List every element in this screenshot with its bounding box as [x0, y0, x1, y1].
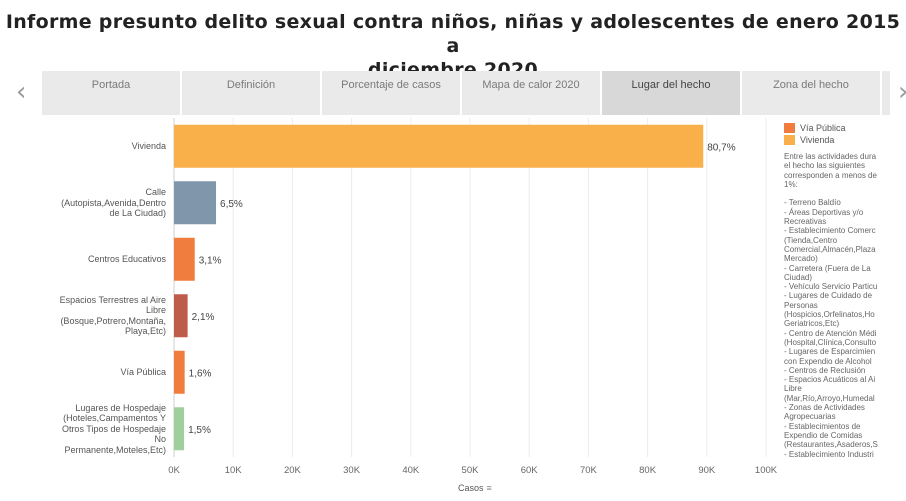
bar-value-label: 1,5% [188, 425, 211, 436]
tab-lugar-del-hecho[interactable]: Lugar del hecho [602, 71, 740, 115]
bar-value-label: 3,1% [199, 255, 222, 266]
tab-more[interactable] [882, 71, 890, 115]
x-tick-label: 90K [698, 465, 716, 476]
sort-icon[interactable]: ≡ [486, 483, 492, 493]
legend-swatch [784, 135, 795, 145]
x-tick-label: 100K [755, 465, 778, 476]
title-line-1: Informe presunto delito sexual contra ni… [5, 11, 901, 57]
bar-value-label: 6,5% [220, 199, 243, 210]
legend-item[interactable]: Vía Pública [784, 122, 906, 134]
bar-value-label: 1,6% [189, 368, 212, 379]
tab-mapa-de-calor-2020[interactable]: Mapa de calor 2020 [462, 71, 600, 115]
bar[interactable] [174, 124, 704, 168]
legend-items: Vía Pública Vivienda [784, 122, 906, 146]
tab-porcentaje-de-casos[interactable]: Porcentaje de casos [322, 71, 460, 115]
bar[interactable] [174, 181, 217, 225]
legend-item[interactable]: Vivienda [784, 134, 906, 146]
bar[interactable] [174, 407, 185, 451]
x-tick-label: 50K [462, 465, 480, 476]
legend-note: Entre las actividades dura el hecho las … [784, 152, 878, 459]
tab-zona-del-hecho[interactable]: Zona del hecho [742, 71, 880, 115]
tab-definición[interactable]: Definición [182, 71, 320, 115]
bar[interactable] [174, 350, 185, 394]
category-label: Vivienda [131, 141, 166, 151]
tab-portada[interactable]: Portada [42, 71, 180, 115]
x-tick-label: 0K [168, 465, 180, 476]
x-tick-label: 60K [521, 465, 539, 476]
category-label: Centros Educativos [87, 254, 166, 264]
legend-label: Vía Pública [800, 123, 846, 133]
bar-chart: 0K 10K 20K 30K 40K 50K 60K 70K 80K 90K 100K 80,7% 6,… [0, 118, 906, 501]
category-label: Lugares de Hospedaje (Hoteles,Campamento… [61, 402, 166, 455]
legend-label: Vivienda [800, 135, 835, 145]
bar[interactable] [174, 294, 188, 338]
x-tick-label: 80K [639, 465, 657, 476]
category-label: Espacios Terrestres al Aire Libre (Bosqu… [59, 294, 166, 337]
x-tick-label: 20K [284, 465, 302, 476]
legend-swatch [784, 123, 795, 133]
x-tick-label: 30K [343, 465, 361, 476]
category-label: Calle (Autopista,Avenida,Dentro de La Ci… [61, 187, 166, 218]
previous-tab-arrow-icon[interactable]: ‹ [16, 77, 27, 107]
next-tab-arrow-icon[interactable]: › [898, 78, 906, 106]
x-tick-label: 10K [225, 465, 243, 476]
category-label: Vía Pública [120, 367, 166, 377]
bar-value-label: 80,7% [707, 142, 735, 153]
chart-canvas: 0K 10K 20K 30K 40K 50K 60K 70K 80K 90K 100K 80,7% 6,… [168, 118, 778, 476]
bar[interactable] [174, 237, 195, 281]
bar-value-label: 2,1% [192, 312, 215, 323]
x-axis-title: Casos ≡ [458, 483, 492, 493]
x-tick-label: 70K [580, 465, 598, 476]
x-tick-label: 40K [402, 465, 420, 476]
x-axis-title-text: Casos [458, 483, 484, 493]
legend: Vía Pública Vivienda Entre las actividade… [784, 122, 906, 459]
story-tabs: Portada Definición Porcentaje de casos Mapa… [42, 71, 890, 115]
